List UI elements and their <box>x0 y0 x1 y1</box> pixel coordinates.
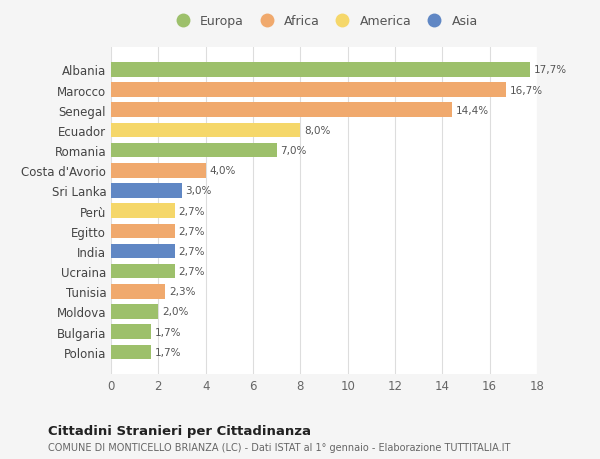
Bar <box>111 304 158 319</box>
Bar <box>111 184 182 198</box>
Bar <box>111 63 530 78</box>
Bar <box>111 264 175 279</box>
Text: 16,7%: 16,7% <box>510 85 543 95</box>
Text: 7,0%: 7,0% <box>280 146 307 156</box>
Text: 1,7%: 1,7% <box>155 327 181 337</box>
Bar <box>111 345 151 359</box>
Bar <box>111 285 166 299</box>
Text: 2,7%: 2,7% <box>178 246 205 257</box>
Bar <box>111 244 175 258</box>
Text: 2,0%: 2,0% <box>162 307 188 317</box>
Bar <box>111 224 175 239</box>
Text: 1,7%: 1,7% <box>155 347 181 357</box>
Bar <box>111 164 206 178</box>
Bar <box>111 144 277 158</box>
Bar <box>111 204 175 218</box>
Text: 2,3%: 2,3% <box>169 287 196 297</box>
Legend: Europa, Africa, America, Asia: Europa, Africa, America, Asia <box>170 15 478 28</box>
Text: 2,7%: 2,7% <box>178 206 205 216</box>
Text: 17,7%: 17,7% <box>533 65 566 75</box>
Bar <box>111 325 151 339</box>
Bar <box>111 103 452 118</box>
Text: COMUNE DI MONTICELLO BRIANZA (LC) - Dati ISTAT al 1° gennaio - Elaborazione TUTT: COMUNE DI MONTICELLO BRIANZA (LC) - Dati… <box>48 442 511 452</box>
Text: 14,4%: 14,4% <box>455 106 488 116</box>
Bar <box>111 83 506 98</box>
Text: 3,0%: 3,0% <box>185 186 212 196</box>
Text: 2,7%: 2,7% <box>178 267 205 276</box>
Text: 2,7%: 2,7% <box>178 226 205 236</box>
Bar <box>111 123 301 138</box>
Text: 4,0%: 4,0% <box>209 166 236 176</box>
Text: 8,0%: 8,0% <box>304 126 330 135</box>
Text: Cittadini Stranieri per Cittadinanza: Cittadini Stranieri per Cittadinanza <box>48 425 311 437</box>
